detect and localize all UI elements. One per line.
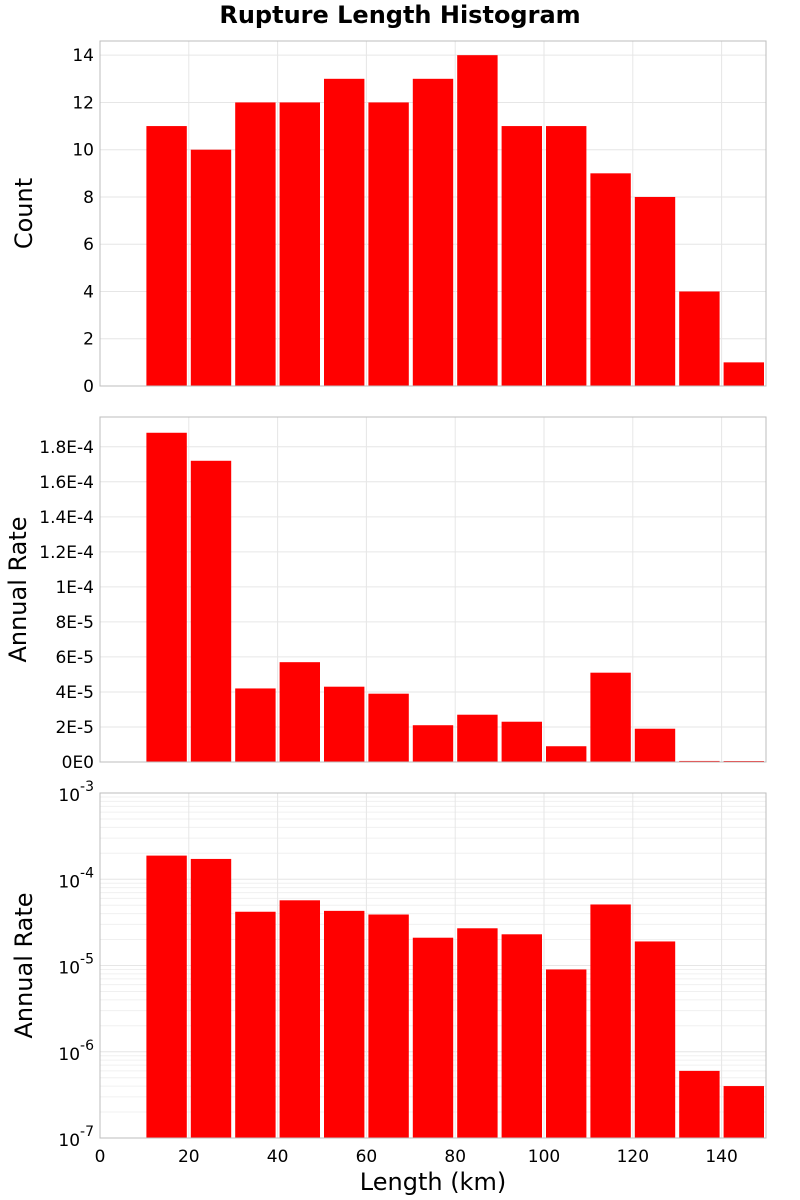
- y-tick-label: 10-5: [58, 952, 94, 979]
- bar-annual-rate-log-9: [546, 969, 587, 1138]
- plot-frame: [99, 416, 767, 763]
- bar-count-6: [412, 78, 454, 386]
- x-tick-label: 20: [178, 1147, 200, 1167]
- y-tick-label: 1E-4: [55, 578, 94, 598]
- x-tick-label: 40: [267, 1147, 289, 1167]
- y-axis-label: Count: [10, 178, 38, 249]
- y-tick-label: 10: [72, 141, 94, 161]
- panel-annual-rate-log: 10-7 10-6 10-5 10-4 10-3 Annual Rate: [10, 779, 767, 1151]
- y-tick-label: 2: [83, 330, 94, 350]
- y-tick-label: 6E-5: [55, 648, 94, 668]
- bar-annual-rate-log-4: [324, 910, 365, 1138]
- bar-annual-rate-linear-7: [457, 714, 498, 762]
- y-tick-label: 12: [72, 93, 94, 113]
- bar-count-11: [634, 196, 676, 386]
- bar-count-1: [190, 149, 232, 386]
- plot-frame: [99, 792, 767, 1139]
- y-tick-label: 4: [83, 282, 94, 302]
- bar-annual-rate-log-0: [146, 855, 187, 1138]
- y-tick-label: 1.2E-4: [39, 543, 94, 563]
- bar-annual-rate-log-3: [279, 900, 320, 1138]
- bar-count-0: [146, 126, 187, 387]
- bar-annual-rate-linear-10: [590, 672, 631, 762]
- bar-annual-rate-log-10: [590, 904, 631, 1138]
- bar-annual-rate-linear-8: [501, 721, 542, 762]
- x-tick-label: 0: [95, 1147, 106, 1167]
- plot-frame: [99, 40, 767, 387]
- bar-annual-rate-log-2: [235, 911, 276, 1138]
- bar-annual-rate-linear-0: [146, 432, 187, 762]
- y-tick-label: 10-4: [58, 865, 94, 892]
- y-tick-label: 10-6: [58, 1038, 94, 1065]
- bar-annual-rate-linear-2: [235, 688, 276, 762]
- bar-annual-rate-linear-5: [368, 693, 409, 762]
- y-tick-label: 0: [83, 377, 94, 397]
- x-tick-label: 120: [617, 1147, 649, 1167]
- x-tick-label: 60: [356, 1147, 378, 1167]
- panel-count: 0 2 4 6 8 10 12 14 Count: [10, 40, 767, 397]
- bar-annual-rate-log-5: [368, 914, 409, 1138]
- bar-annual-rate-linear-3: [279, 662, 320, 762]
- y-tick-label: 2E-5: [55, 718, 94, 738]
- bar-count-2: [235, 102, 276, 386]
- y-tick-label: 1.4E-4: [39, 508, 94, 528]
- x-tick-label: 80: [444, 1147, 466, 1167]
- y-tick-label: 0E0: [62, 753, 94, 773]
- bar-annual-rate-log-6: [412, 937, 454, 1138]
- y-tick-label: 1.6E-4: [39, 473, 94, 493]
- bar-annual-rate-log-1: [190, 858, 232, 1138]
- x-axis-label: Length (km): [360, 1168, 506, 1196]
- bar-count-7: [457, 55, 498, 387]
- x-tick-label: 100: [528, 1147, 560, 1167]
- x-axis: 0 20 40 60 80 100 120 140: [95, 1147, 738, 1167]
- bar-count-5: [368, 102, 409, 386]
- bar-count-13: [723, 362, 764, 386]
- bar-annual-rate-linear-4: [324, 686, 365, 762]
- y-axis-label: Annual Rate: [10, 892, 38, 1038]
- bar-annual-rate-linear-6: [412, 725, 454, 762]
- bar-count-8: [501, 126, 542, 387]
- bar-count-12: [679, 291, 720, 386]
- chart-title: Rupture Length Histogram: [219, 1, 580, 29]
- bar-annual-rate-linear-11: [634, 728, 676, 762]
- y-tick-label: 10-7: [58, 1124, 94, 1151]
- bar-annual-rate-linear-1: [190, 460, 232, 762]
- bar-annual-rate-log-7: [457, 928, 498, 1138]
- x-tick-label: 140: [705, 1147, 737, 1167]
- bar-annual-rate-linear-9: [546, 746, 587, 762]
- y-tick-label: 4E-5: [55, 683, 94, 703]
- bar-annual-rate-log-8: [501, 934, 542, 1138]
- y-tick-label: 1.8E-4: [39, 438, 94, 458]
- y-axis-label: Annual Rate: [4, 516, 32, 662]
- y-tick-label: 6: [83, 235, 94, 255]
- y-tick-label: 10-3: [58, 779, 94, 806]
- bar-count-3: [279, 102, 320, 386]
- y-tick-label: 8: [83, 188, 94, 208]
- bar-annual-rate-log-13: [723, 1086, 764, 1138]
- bar-count-9: [546, 126, 587, 387]
- bar-annual-rate-linear-12: [679, 760, 720, 762]
- bar-count-10: [590, 173, 631, 386]
- y-tick-label: 14: [72, 46, 94, 66]
- bar-annual-rate-log-12: [679, 1070, 720, 1138]
- bar-count-4: [324, 78, 365, 386]
- panel-annual-rate-linear: 0E0 2E-5 4E-5 6E-5 8E-5 1E-4 1.2E-4 1.4E-4 1.6E-…: [4, 416, 767, 773]
- y-tick-label: 8E-5: [55, 613, 94, 633]
- bar-annual-rate-log-11: [634, 941, 676, 1138]
